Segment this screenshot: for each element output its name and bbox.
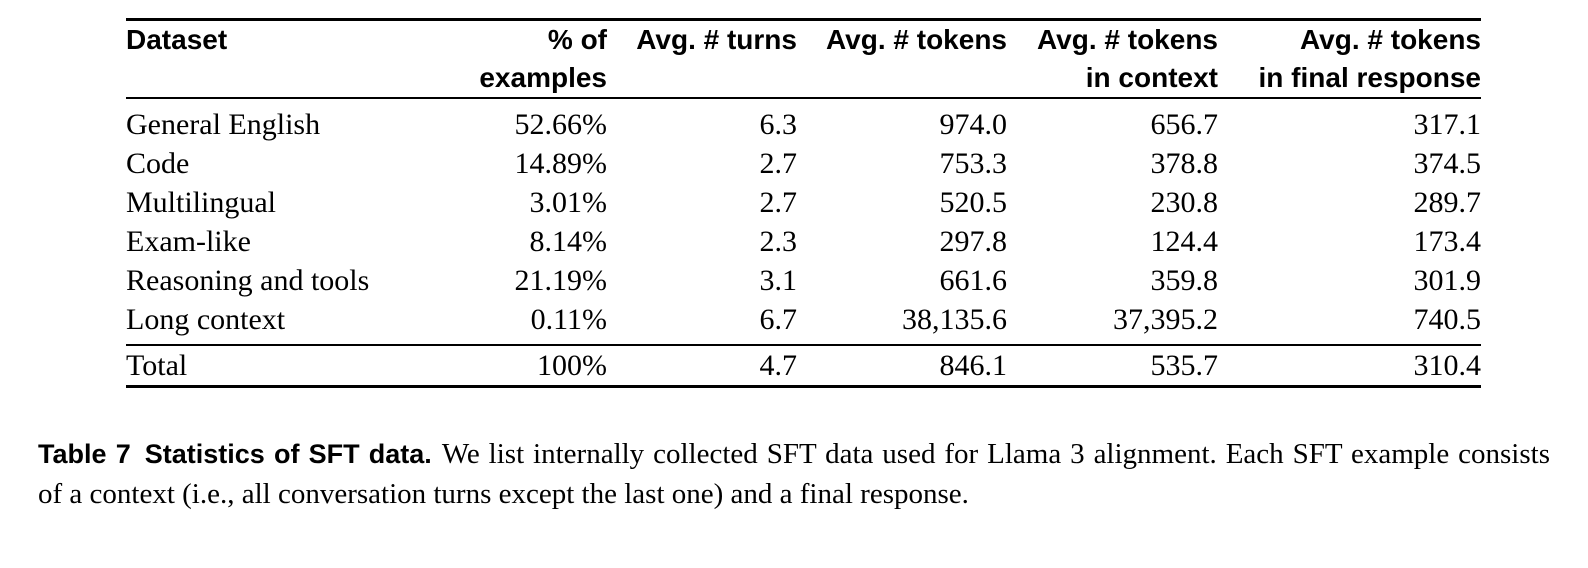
- table-footer: Total 100% 4.7 846.1 535.7 310.4: [126, 344, 1481, 387]
- cell-avg-tokens-final-response: 289.7: [1413, 186, 1482, 219]
- cell-avg-tokens-context: 37,395.2: [1113, 303, 1218, 336]
- cell-avg-tokens-context: 656.7: [1150, 108, 1219, 141]
- col-header-dataset: Dataset: [126, 19, 456, 99]
- cell-total-avg-tokens-final-response: 310.4: [1218, 344, 1481, 387]
- cell-avg-tokens: 974.0: [939, 108, 1008, 141]
- cell-avg-tokens-final-response: 740.5: [1413, 303, 1482, 336]
- cell-total-label: Total: [126, 344, 456, 387]
- cell-dataset: Code: [126, 147, 190, 180]
- table-row: Exam-like 8.14% 2.3 297.8 124.4 173.4: [126, 222, 1481, 261]
- table-row: Multilingual 3.01% 2.7 520.5 230.8 289.7: [126, 183, 1481, 222]
- cell-avg-tokens: 753.3: [939, 147, 1008, 180]
- cell-total-avg-tokens: 846.1: [797, 344, 1007, 387]
- col-header-avg-tokens-context: Avg. # tokens in context: [1007, 19, 1218, 99]
- table-caption: Table 7 Statistics of SFT data. We list in…: [38, 434, 1550, 514]
- cell-dataset: Exam-like: [126, 225, 251, 258]
- sft-statistics-table-block: Dataset % of examples Avg. # turns Avg. …: [126, 18, 1481, 388]
- caption-title: Statistics of SFT data.: [144, 439, 432, 469]
- cell-pct-examples: 52.66%: [514, 108, 608, 141]
- cell-avg-tokens-final-response: 173.4: [1413, 225, 1482, 258]
- col-header-avg-tokens: Avg. # tokens: [797, 19, 1007, 99]
- cell-avg-turns: 2.7: [759, 186, 798, 219]
- table-header: Dataset % of examples Avg. # turns Avg. …: [126, 19, 1481, 99]
- cell-avg-tokens-context: 378.8: [1150, 147, 1219, 180]
- cell-avg-tokens-context: 230.8: [1150, 186, 1219, 219]
- table-body: General English 52.66% 6.3 974.0 656.7 3…: [126, 98, 1481, 345]
- cell-avg-tokens-final-response: 301.9: [1413, 264, 1482, 297]
- document-page: Dataset % of examples Avg. # turns Avg. …: [0, 18, 1588, 568]
- cell-pct-examples: 0.11%: [530, 303, 607, 336]
- cell-dataset: Reasoning and tools: [126, 264, 370, 297]
- cell-avg-turns: 3.1: [759, 264, 798, 297]
- col-header-avg-tokens-final-response: Avg. # tokens in final response: [1218, 19, 1481, 99]
- table-row: Reasoning and tools 21.19% 3.1 661.6 359…: [126, 261, 1481, 300]
- cell-total-avg-tokens-context: 535.7: [1007, 344, 1218, 387]
- cell-pct-examples: 3.01%: [529, 186, 608, 219]
- cell-avg-tokens-final-response: 374.5: [1413, 147, 1482, 180]
- caption-text: We list internally collected SFT data us…: [38, 438, 1550, 510]
- cell-pct-examples: 8.14%: [529, 225, 608, 258]
- table-row: Long context 0.11% 6.7 38,135.6 37,395.2…: [126, 300, 1481, 345]
- header-row: Dataset % of examples Avg. # turns Avg. …: [126, 19, 1481, 99]
- table-total-row: Total 100% 4.7 846.1 535.7 310.4: [126, 344, 1481, 387]
- caption-table-number: Table 7: [38, 439, 131, 469]
- cell-avg-turns: 2.3: [759, 225, 798, 258]
- cell-pct-examples: 14.89%: [514, 147, 608, 180]
- cell-avg-turns: 6.7: [759, 303, 798, 336]
- cell-avg-tokens: 38,135.6: [902, 303, 1007, 336]
- cell-dataset: Long context: [126, 303, 286, 336]
- cell-avg-tokens-final-response: 317.1: [1413, 108, 1482, 141]
- cell-total-avg-turns: 4.7: [607, 344, 797, 387]
- cell-avg-tokens-context: 124.4: [1150, 225, 1219, 258]
- sft-statistics-table: Dataset % of examples Avg. # turns Avg. …: [126, 18, 1481, 388]
- cell-avg-tokens: 661.6: [939, 264, 1008, 297]
- cell-dataset: General English: [126, 108, 321, 141]
- cell-avg-tokens: 520.5: [939, 186, 1008, 219]
- cell-avg-tokens-context: 359.8: [1150, 264, 1219, 297]
- cell-avg-tokens: 297.8: [939, 225, 1008, 258]
- cell-total-pct-examples: 100%: [456, 344, 607, 387]
- cell-avg-turns: 6.3: [759, 108, 798, 141]
- cell-pct-examples: 21.19%: [514, 264, 608, 297]
- table-row: Code 14.89% 2.7 753.3 378.8 374.5: [126, 144, 1481, 183]
- cell-avg-turns: 2.7: [759, 147, 798, 180]
- table-row: General English 52.66% 6.3 974.0 656.7 3…: [126, 98, 1481, 144]
- col-header-pct-examples: % of examples: [456, 19, 607, 99]
- col-header-avg-turns: Avg. # turns: [607, 19, 797, 99]
- cell-dataset: Multilingual: [126, 186, 276, 219]
